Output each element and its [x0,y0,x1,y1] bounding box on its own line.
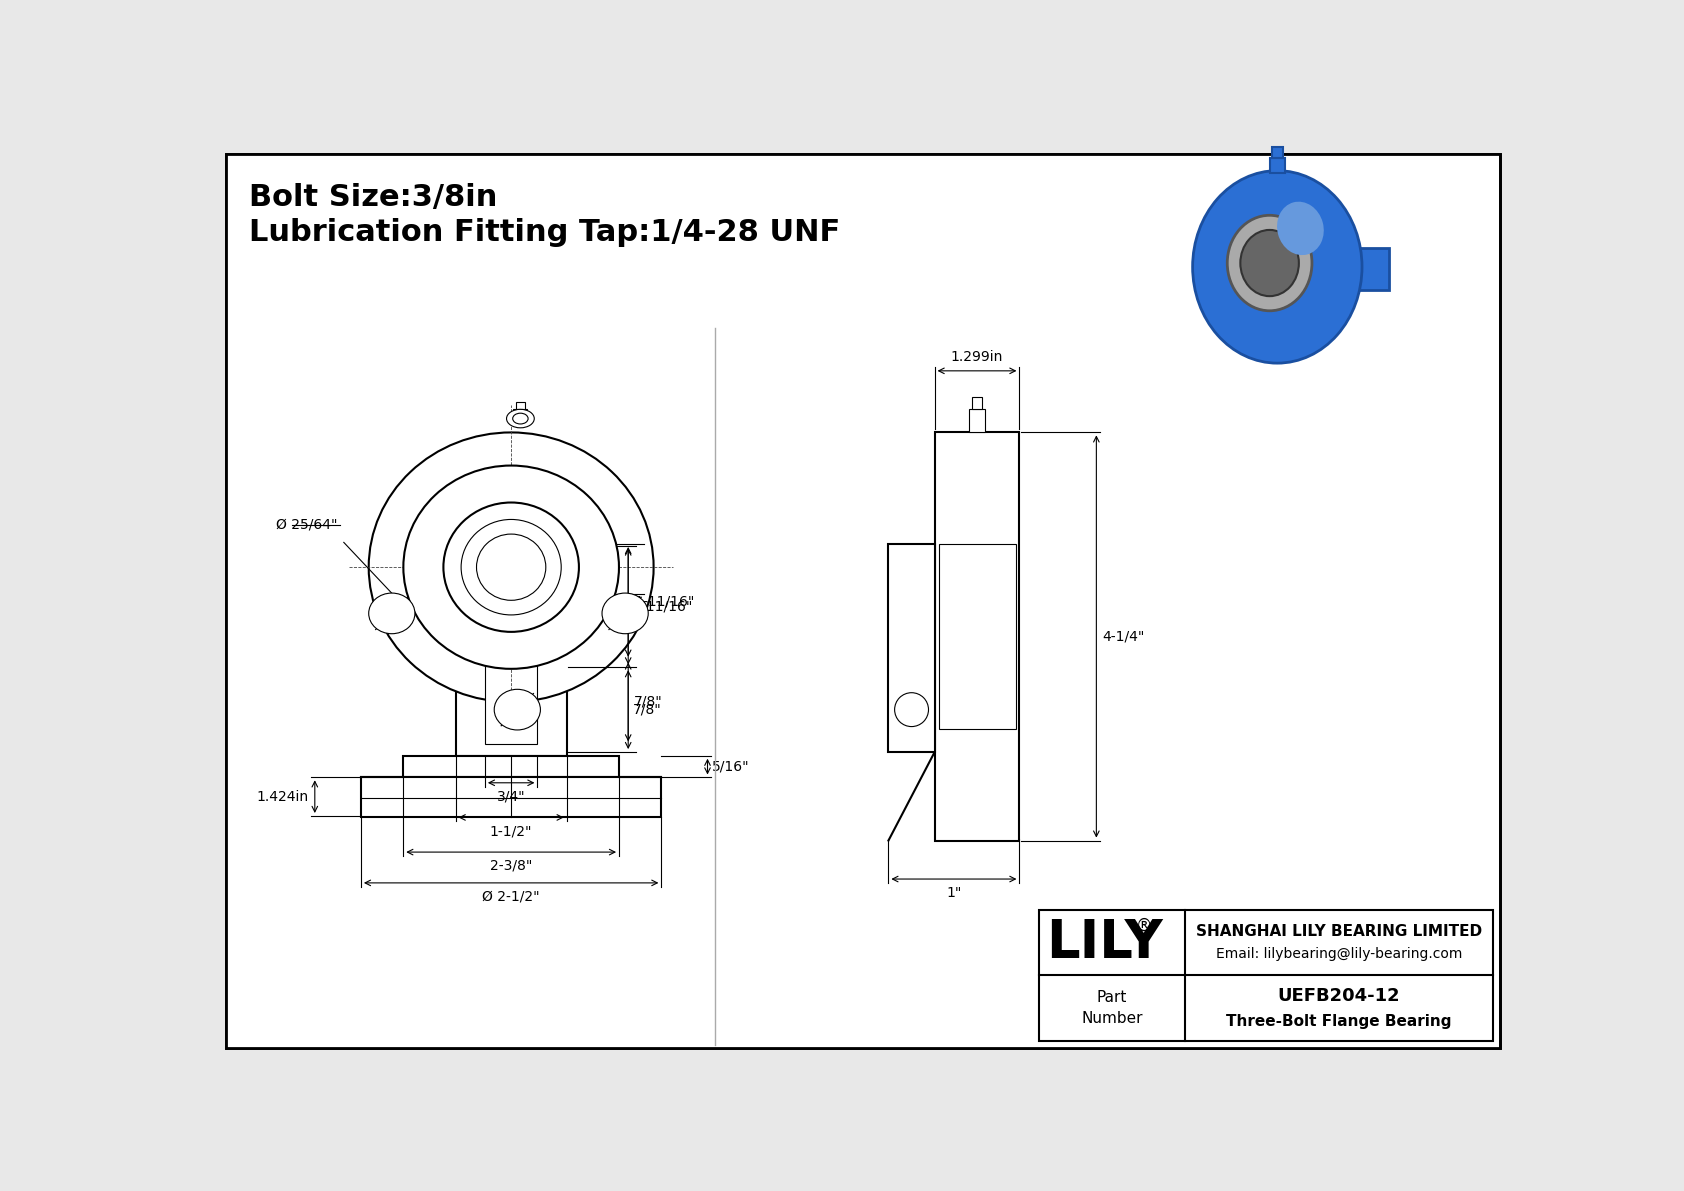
Text: 1": 1" [946,886,962,900]
Text: LILY: LILY [1046,917,1162,968]
Text: Lubrication Fitting Tap:1/4-28 UNF: Lubrication Fitting Tap:1/4-28 UNF [249,218,840,247]
Text: 1-11/16": 1-11/16" [635,594,695,609]
Ellipse shape [493,690,541,730]
Ellipse shape [507,410,534,428]
Bar [404,756,620,778]
Text: Ø 25/64": Ø 25/64" [276,518,338,532]
Text: Part
Number: Part Number [1081,990,1142,1025]
Ellipse shape [894,693,928,727]
Ellipse shape [369,432,653,701]
Bar [514,410,527,420]
Bar [938,544,1015,729]
Ellipse shape [601,593,648,634]
Ellipse shape [1276,201,1324,255]
Bar [935,432,1019,841]
Text: 7/8": 7/8" [633,703,662,717]
Bar [972,397,982,410]
Text: UEFB204-12: UEFB204-12 [1278,987,1399,1005]
Ellipse shape [512,413,529,424]
Text: SHANGHAI LILY BEARING LIMITED: SHANGHAI LILY BEARING LIMITED [1196,923,1482,939]
Text: 1-11/16": 1-11/16" [633,599,694,613]
Bar [889,544,935,752]
Text: Ø 2-1/2": Ø 2-1/2" [482,890,541,904]
Text: 5/16": 5/16" [712,760,749,774]
Text: 1-1/2": 1-1/2" [490,824,532,838]
Ellipse shape [1192,170,1362,363]
Text: ®: ® [1135,917,1152,935]
Bar [360,778,662,817]
Bar [1271,146,1283,157]
Ellipse shape [477,534,546,600]
Ellipse shape [461,519,561,615]
Ellipse shape [404,466,620,669]
Bar [485,648,537,744]
Ellipse shape [443,503,579,632]
Ellipse shape [1228,216,1312,311]
Text: Three-Bolt Flange Bearing: Three-Bolt Flange Bearing [1226,1015,1452,1029]
Text: 1.424in: 1.424in [256,790,308,804]
Text: 7/8": 7/8" [635,694,663,709]
Bar [1039,910,1494,1041]
Text: 1.299in: 1.299in [951,350,1004,364]
Bar [1270,157,1285,173]
Bar [515,401,525,410]
Text: Email: lilybearing@lily-bearing.com: Email: lilybearing@lily-bearing.com [1216,947,1462,961]
Ellipse shape [1241,230,1298,297]
Ellipse shape [369,593,414,634]
Text: 3/4": 3/4" [497,790,525,804]
Bar [968,410,985,432]
Bar [1359,248,1389,289]
Text: Bolt Size:3/8in: Bolt Size:3/8in [249,183,498,212]
Bar [456,591,568,756]
Text: 4-1/4": 4-1/4" [1103,630,1145,643]
Text: 2-3/8": 2-3/8" [490,859,532,873]
